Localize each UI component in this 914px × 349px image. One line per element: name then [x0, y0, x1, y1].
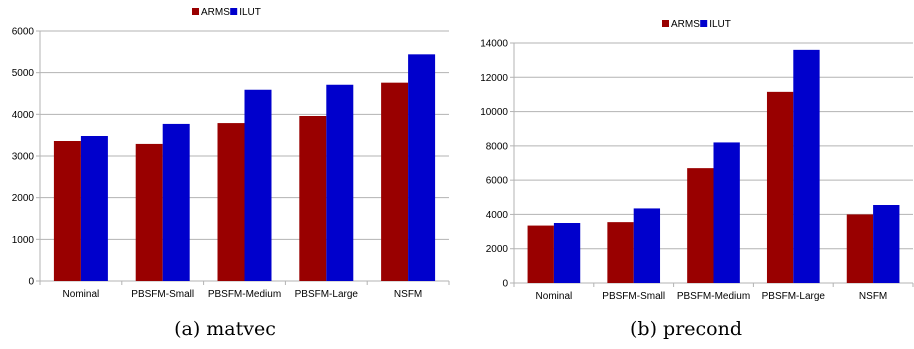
y-tick-label: 3000 [12, 152, 35, 163]
x-tick-label: Nominal [536, 291, 573, 302]
bar-ilut-pbsfm-medium [713, 142, 740, 283]
caption-matvec: (a) matvec [174, 318, 276, 340]
bar-arms-pbsfm-large [299, 116, 327, 281]
bar-arms-pbsfm-large [766, 91, 794, 283]
legend-label-ilut: ILUT [239, 7, 261, 18]
x-tick-label: PBSFM-Large [762, 291, 826, 302]
y-tick-label: 0 [28, 277, 34, 288]
y-tick-label: 4000 [486, 210, 509, 221]
y-tick-label: 2000 [486, 244, 509, 255]
bar-arms-pbsfm-medium [217, 123, 245, 281]
bar-ilut-nsfm [873, 205, 900, 283]
y-tick-label: 12000 [480, 73, 508, 84]
bar-ilut-nsfm [408, 54, 436, 282]
legend-label-arms: ARMS [671, 19, 700, 30]
y-tick-label: 14000 [480, 39, 508, 50]
bar-ilut-pbsfm-medium [244, 89, 272, 281]
bar-ilut-pbsfm-large [793, 49, 820, 283]
x-tick-label: PBSFM-Small [602, 291, 665, 302]
legend-swatch-arms [662, 20, 669, 27]
y-tick-label: 1000 [12, 235, 35, 246]
legend-swatch-ilut [230, 8, 238, 15]
chart-panel-precond: ARMS ILUT 0 2000 4000 6000 8000 10000 12000 14000… [458, 0, 914, 349]
y-tick-label: 6000 [486, 176, 509, 187]
bar-arms-nominal [527, 225, 554, 283]
bar-arms-pbsfm-small [135, 143, 163, 281]
caption-precond: (b) precond [630, 318, 742, 340]
x-tick-label: NSFM [394, 289, 422, 300]
bar-arms-nsfm [846, 214, 874, 283]
bar-ilut-pbsfm-large [326, 84, 354, 281]
legend: ARMS ILUT [662, 19, 731, 30]
x-tick-label: PBSFM-Small [131, 289, 194, 300]
legend-label-arms: ARMS [201, 7, 230, 18]
chart-precond: ARMS ILUT 0 2000 4000 6000 8000 10000 12000 14000… [480, 19, 914, 302]
bar-arms-nsfm [381, 82, 409, 282]
y-tick-label: 2000 [12, 193, 35, 204]
chart-matvec: ARMS ILUT 0 1000 2000 3000 4000 5000 6000 Nominal… [12, 7, 450, 300]
bar-ilut-nominal [80, 136, 108, 281]
y-tick-label: 8000 [486, 141, 509, 152]
legend: ARMS ILUT [192, 7, 261, 18]
legend-swatch-ilut [700, 20, 708, 27]
legend-label-ilut: ILUT [709, 19, 731, 30]
x-tick-label: Nominal [63, 289, 100, 300]
bar-ilut-pbsfm-small [162, 123, 190, 282]
bar-ilut-nominal [553, 223, 581, 283]
y-tick-label: 6000 [12, 27, 35, 38]
legend-swatch-arms [192, 8, 199, 15]
x-tick-label: NSFM [859, 291, 887, 302]
chart-panel-matvec: ARMS ILUT 0 1000 2000 3000 4000 5000 6000 Nominal… [0, 0, 450, 349]
y-tick-label: 0 [502, 279, 508, 290]
x-tick-label: PBSFM-Medium [677, 291, 750, 302]
y-tick-label: 10000 [480, 107, 508, 118]
y-tick-label: 4000 [12, 110, 35, 121]
bar-ilut-pbsfm-small [633, 208, 661, 283]
y-tick-label: 5000 [12, 68, 35, 79]
bar-arms-pbsfm-small [607, 222, 634, 283]
bar-arms-pbsfm-medium [687, 168, 714, 283]
x-tick-label: PBSFM-Large [295, 289, 359, 300]
bar-arms-nominal [53, 141, 81, 281]
x-tick-label: PBSFM-Medium [208, 289, 281, 300]
